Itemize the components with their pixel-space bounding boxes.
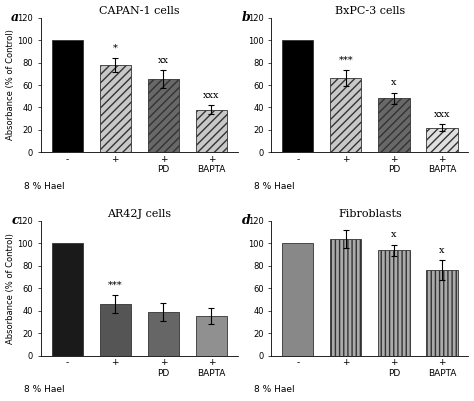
Bar [100,65,131,152]
Text: ***: *** [108,280,123,290]
Bar [52,243,83,356]
Text: 8 % Hael: 8 % Hael [24,385,64,394]
Text: x: x [391,78,397,87]
Text: c: c [11,214,19,227]
Bar [330,78,362,152]
Title: BxPC-3 cells: BxPC-3 cells [335,6,405,16]
Bar [148,312,179,356]
Text: 8 % Hael: 8 % Hael [255,182,295,191]
Text: *: * [113,43,118,53]
Y-axis label: Absorbance (% of Control): Absorbance (% of Control) [6,233,15,344]
Bar [100,304,131,356]
Text: xxx: xxx [203,91,219,99]
Text: a: a [11,11,19,24]
Bar [378,250,410,356]
Bar [330,239,362,356]
Bar [427,270,457,356]
Text: b: b [242,11,250,24]
Bar [148,79,179,152]
Bar [196,316,227,356]
Y-axis label: Absorbance (% of Control): Absorbance (% of Control) [6,30,15,140]
Text: 8 % Hael: 8 % Hael [24,182,64,191]
Text: xx: xx [158,56,169,65]
Text: d: d [242,214,250,227]
Text: x: x [391,230,397,239]
Bar [52,40,83,152]
Bar [282,40,313,152]
Title: AR42J cells: AR42J cells [107,209,172,219]
Text: x: x [439,246,445,255]
Bar [378,99,410,152]
Bar [196,110,227,152]
Bar [282,243,313,356]
Text: xxx: xxx [434,109,450,119]
Title: Fibroblasts: Fibroblasts [338,209,402,219]
Title: CAPAN-1 cells: CAPAN-1 cells [99,6,180,16]
Text: ***: *** [338,56,353,65]
Bar [427,128,457,152]
Text: 8 % Hael: 8 % Hael [255,385,295,394]
